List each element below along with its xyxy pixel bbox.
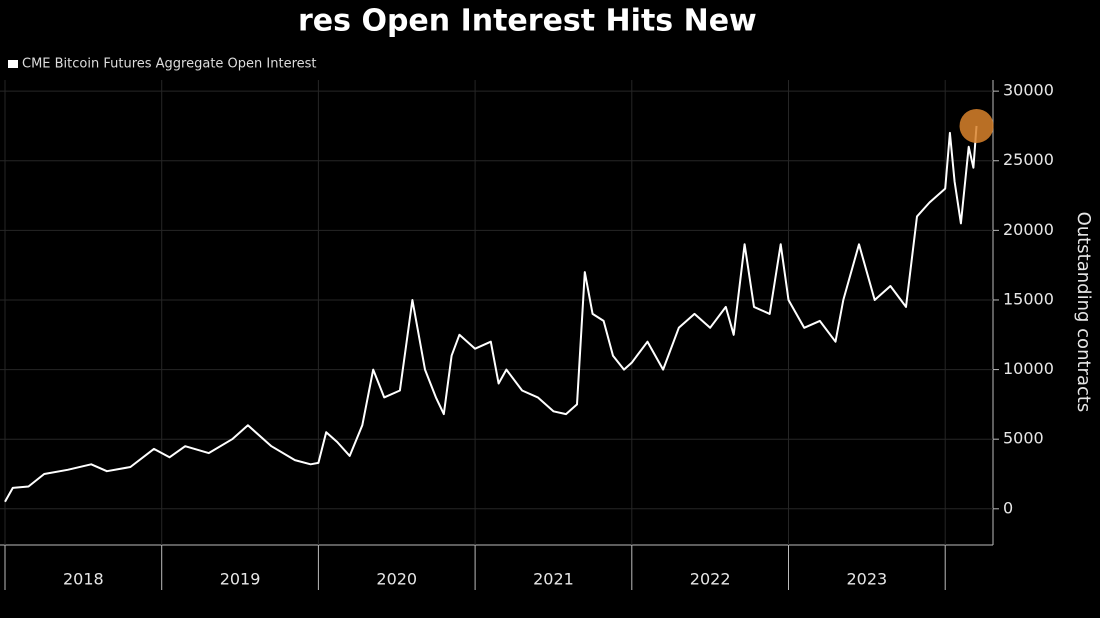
y-axis-label: Outstanding contracts: [1073, 212, 1094, 413]
y-tick-label: 20000: [1003, 220, 1054, 239]
y-tick-label: 15000: [1003, 289, 1054, 308]
y-tick-label: 10000: [1003, 359, 1054, 378]
x-tick-label: 2018: [63, 570, 104, 589]
y-tick-label: 30000: [1003, 81, 1054, 100]
x-tick-label: 2022: [690, 570, 731, 589]
x-tick-label: 2020: [376, 570, 417, 589]
y-tick-label: 5000: [1003, 429, 1044, 448]
x-tick-label: 2023: [846, 570, 887, 589]
legend-label: CME Bitcoin Futures Aggregate Open Inter…: [22, 57, 317, 72]
y-tick-label: 0: [1003, 498, 1013, 517]
data-line: [4, 125, 978, 503]
y-tick-label: 25000: [1003, 150, 1054, 169]
highlight-marker: [959, 108, 994, 143]
chart-title: res Open Interest Hits New: [298, 4, 757, 39]
legend-swatch: [8, 60, 18, 68]
x-tick-label: 2021: [533, 570, 574, 589]
x-tick-label: 2019: [220, 570, 261, 589]
